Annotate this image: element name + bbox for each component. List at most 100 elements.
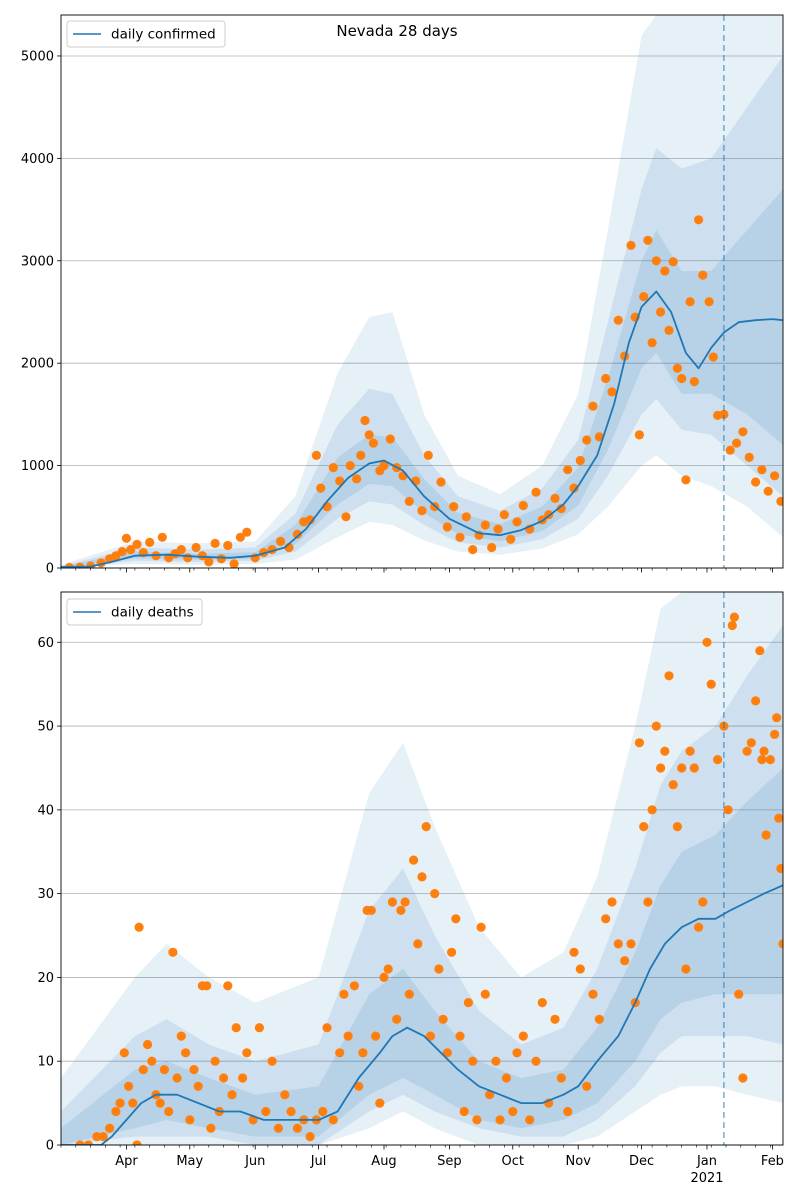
confirmed-observed-point [242,527,252,537]
deaths-observed-point [392,1014,402,1024]
deaths-observed-point [681,964,691,974]
deaths-observed-point [713,755,723,765]
confirmed-observed-point [379,461,389,471]
deaths-observed-point [575,964,585,974]
deaths-observed-point [124,1081,134,1091]
deaths-observed-point [155,1098,165,1108]
deaths-band-outer [61,592,783,1145]
deaths-observed-point [613,939,623,949]
deaths-y-tick-label: 10 [37,1055,54,1070]
confirmed-observed-point [607,387,617,397]
confirmed-y-tick-label: 4000 [21,152,54,167]
deaths-observed-point [447,947,457,957]
deaths-y-tick-label: 50 [37,720,54,735]
deaths-observed-point [664,671,674,681]
deaths-observed-point [206,1123,216,1133]
deaths-observed-point [761,830,771,840]
confirmed-observed-point [763,486,773,496]
deaths-observed-point [468,1056,478,1066]
deaths-uncertainty-bands [61,592,783,1145]
deaths-observed-point [495,1115,505,1125]
deaths-observed-point [668,780,678,790]
deaths-observed-point [387,897,397,907]
deaths-legend-label: daily deaths [111,605,194,621]
confirmed-observed-point [681,475,691,485]
deaths-observed-point [746,738,756,748]
deaths-observed-point [172,1073,182,1083]
confirmed-observed-point [651,256,661,266]
confirmed-band-inner [61,189,783,568]
deaths-observed-point [463,998,473,1008]
confirmed-observed-point [719,409,729,419]
deaths-observed-point [371,1031,381,1041]
deaths-observed-point [480,989,490,999]
confirmed-observed-point [601,373,611,384]
deaths-observed-point [438,1014,448,1024]
confirmed-band-outer [61,15,783,568]
confirmed-observed-point [685,297,695,307]
deaths-observed-point [556,1073,566,1083]
deaths-observed-point [147,1056,157,1066]
deaths-x-tick-label: Sep [437,1154,462,1169]
confirmed-observed-point [311,450,321,460]
confirmed-observed-point [368,438,378,448]
confirmed-observed-point [493,524,503,534]
confirmed-y-tick-label: 2000 [21,357,54,372]
confirmed-observed-point [668,257,678,267]
deaths-observed-point [354,1081,364,1091]
deaths-observed-point [563,1106,573,1117]
confirmed-observed-point [708,352,718,362]
deaths-observed-point [202,981,212,991]
confirmed-observed-point [487,542,497,553]
deaths-panel: 0 10 20 30 40 50 60 Apr May Jun Jul Aug Sep Oct Nov Dec… [37,591,784,1186]
deaths-observed-point [223,981,233,991]
confirmed-observed-point [197,551,207,561]
confirmed-observed-point [442,522,452,532]
deaths-x-tick-label: Oct [502,1154,524,1169]
deaths-observed-point [672,822,683,832]
deaths-observed-point [472,1115,482,1125]
confirmed-model-line [61,290,783,568]
deaths-observed-points [75,612,783,1145]
confirmed-observed-point [126,545,136,555]
deaths-observed-point [430,889,440,899]
confirmed-observed-point [725,445,735,455]
deaths-observed-point [729,612,740,622]
deaths-observed-point [143,1039,153,1050]
deaths-axes-frame [60,591,784,1146]
deaths-observed-point [210,1056,220,1066]
confirmed-observed-point [626,240,636,250]
deaths-observed-point [189,1065,199,1075]
deaths-observed-point [358,1048,368,1058]
deaths-observed-point [318,1106,328,1117]
deaths-observed-point [702,637,712,647]
deaths-x-tick-label: Aug [371,1154,396,1169]
confirmed-observed-point [385,434,395,444]
confirmed-legend: daily confirmed [66,20,226,48]
deaths-observed-point [379,972,389,983]
confirmed-observed-point [364,430,374,440]
deaths-observed-point [531,1056,541,1066]
confirmed-observed-point [550,493,560,503]
confirmed-observed-point [776,496,783,506]
deaths-observed-point [254,1023,264,1033]
deaths-observed-point [742,746,752,756]
deaths-observed-point [698,897,708,907]
confirmed-observed-point [183,553,193,563]
confirmed-observed-point [672,363,683,373]
deaths-observed-point [491,1056,501,1066]
confirmed-y-tick-label: 1000 [21,459,54,474]
deaths-observed-point [582,1081,592,1091]
confirmed-legend-label: daily confirmed [111,27,216,43]
deaths-observed-point [292,1123,302,1133]
confirmed-axes-frame [60,14,784,569]
deaths-observed-point [159,1065,169,1075]
deaths-observed-point [383,964,393,974]
deaths-observed-point [404,989,414,999]
deaths-observed-point [421,822,431,832]
confirmed-observed-point [423,450,433,460]
deaths-observed-point [442,1048,452,1058]
confirmed-observed-point [588,401,598,411]
confirmed-observed-point [689,377,699,387]
